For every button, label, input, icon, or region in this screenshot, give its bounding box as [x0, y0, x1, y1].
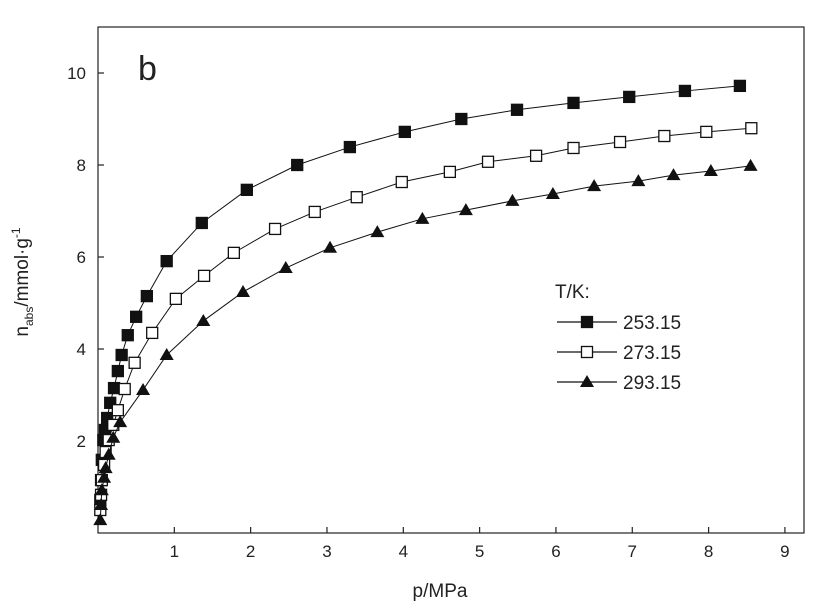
y-tick-label: 8: [77, 156, 86, 175]
marker: [505, 193, 520, 206]
y-axis-label: nabs/mmol·g-1: [9, 227, 36, 337]
marker: [169, 292, 183, 306]
marker: [121, 329, 134, 342]
marker: [455, 112, 468, 126]
marker: [195, 216, 208, 230]
y-label-main: n: [12, 326, 33, 337]
marker: [398, 125, 411, 139]
marker: [136, 382, 151, 395]
marker: [613, 135, 627, 149]
marker: [631, 174, 646, 187]
marker: [458, 203, 473, 216]
x-tick-label: 8: [704, 542, 713, 561]
marker: [107, 381, 121, 395]
marker: [743, 158, 758, 171]
marker: [666, 168, 681, 181]
legend-marker: [580, 315, 594, 329]
marker: [94, 497, 109, 510]
marker: [111, 404, 124, 417]
marker: [343, 140, 357, 154]
marker: [308, 205, 321, 219]
y-tick-label: 4: [77, 340, 86, 359]
marker: [703, 163, 718, 176]
marker: [115, 348, 128, 362]
x-tick-label: 3: [322, 542, 331, 561]
marker: [395, 175, 408, 189]
marker: [160, 254, 173, 268]
y-tick-label: 10: [67, 64, 86, 83]
marker: [130, 310, 143, 323]
marker: [658, 129, 671, 143]
marker: [350, 191, 363, 204]
y-label-rest: /mmol·g: [12, 238, 33, 307]
marker: [678, 84, 692, 98]
legend-title: T/K:: [555, 282, 590, 303]
marker: [567, 96, 580, 110]
marker: [240, 183, 253, 196]
marker: [510, 103, 524, 116]
y-label-sub: abs: [22, 307, 36, 326]
marker: [623, 90, 636, 104]
x-tick-label: 5: [475, 542, 484, 561]
marker: [101, 447, 116, 460]
marker: [545, 186, 560, 199]
marker: [159, 347, 174, 360]
marker: [745, 122, 758, 135]
legend-label: 293.15: [623, 373, 681, 394]
marker: [443, 165, 457, 179]
x-tick-label: 7: [628, 542, 637, 561]
marker: [587, 179, 602, 192]
marker: [94, 483, 109, 496]
marker: [236, 284, 251, 297]
marker: [93, 513, 108, 526]
panel-label: b: [138, 50, 157, 88]
marker: [104, 396, 117, 409]
legend-label: 273.15: [623, 343, 681, 364]
y-tick-label: 6: [77, 248, 86, 267]
marker: [700, 125, 713, 139]
marker: [128, 356, 141, 369]
marker: [197, 269, 211, 283]
marker: [97, 470, 112, 483]
marker: [111, 364, 124, 378]
marker: [268, 222, 282, 236]
marker: [567, 141, 580, 155]
marker: [481, 155, 495, 168]
marker: [106, 430, 121, 443]
legend-marker: [580, 345, 594, 359]
marker: [227, 246, 241, 260]
x-axis-label: p/MPa: [413, 581, 468, 602]
marker: [146, 326, 159, 340]
marker: [323, 240, 338, 253]
series-line: [99, 85, 740, 500]
x-tick-label: 1: [170, 542, 179, 561]
y-label-sup: -1: [9, 227, 23, 238]
marker: [98, 461, 113, 474]
plot-frame: [97, 26, 805, 534]
x-tick-label: 2: [246, 542, 255, 561]
marker: [113, 415, 128, 428]
x-tick-label: 4: [399, 542, 408, 561]
marker: [529, 149, 543, 162]
legend-label: 253.15: [623, 313, 681, 334]
y-tick-label: 2: [77, 432, 86, 451]
legend-marker: [580, 375, 594, 387]
marker: [415, 211, 430, 224]
marker: [733, 79, 747, 93]
marker: [140, 289, 153, 303]
marker: [291, 158, 304, 172]
x-tick-label: 6: [551, 542, 560, 561]
x-tick-label: 9: [780, 542, 789, 561]
marker: [370, 225, 385, 238]
marker: [278, 261, 293, 274]
marker: [118, 382, 131, 396]
marker: [196, 313, 211, 326]
